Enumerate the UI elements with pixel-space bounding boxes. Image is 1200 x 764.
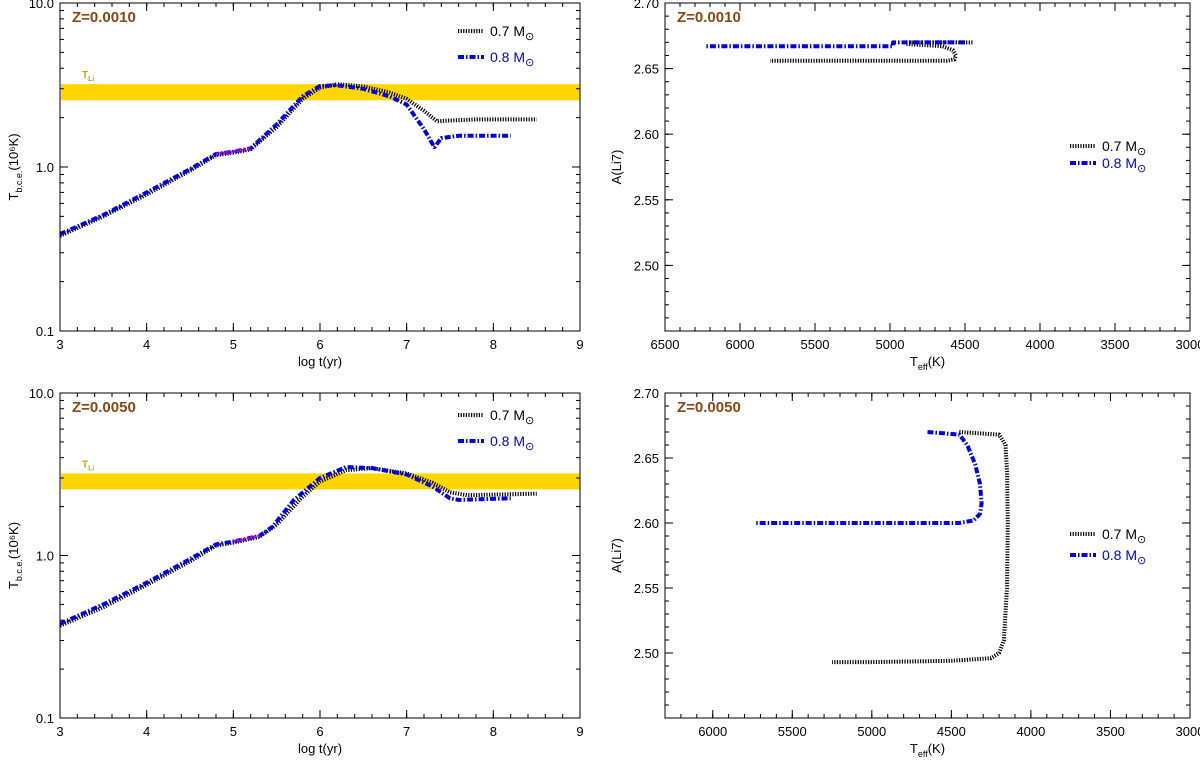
panel-tag: Z=0.0010 [72,9,136,26]
y-tick-label: 2.50 [634,258,659,273]
x-tick-label: 5500 [778,724,807,739]
series-line-08msun [59,465,511,626]
legend-entry: 0.7 M⊙ [490,407,534,427]
panel-tr: 6500 6000 5500 5000 4500 4000 3500 3000 2.50 2.55… [609,0,1200,372]
x-tick-label: 6000 [726,337,755,352]
y-axis-label: A(Li7) [609,150,624,185]
y-tick-label: 2.50 [634,646,659,661]
x-tick-label: 3000 [1176,337,1200,352]
y-tick-label: 10.0 [29,386,54,401]
x-tick-label: 3500 [1096,724,1125,739]
x-tick-label: 3 [56,337,63,352]
x-axis-label: Teff(K) [910,741,945,759]
legend-entry: 0.7 M⊙ [490,23,534,43]
legend-entry: 0.7 M⊙ [1102,526,1146,546]
y-tick-label: 2.55 [634,581,659,596]
magenta-segment [232,534,260,543]
x-tick-label: 3500 [1101,337,1130,352]
series-line-08msun [705,40,965,49]
y-tick-label: 2.60 [634,127,659,142]
x-axis-label: Teff(K) [910,354,945,372]
x-tick-label: 4500 [937,724,966,739]
x-tick-label: 3000 [1176,724,1200,739]
y-tick-label: 1.0 [36,549,54,564]
x-tick-label: 7 [403,337,410,352]
y-tick-label: 0.1 [36,711,54,726]
magenta-segment [215,146,251,156]
x-tick-label: 6 [316,337,323,352]
y-tick-label: 10.0 [29,0,54,11]
x-axis-label: log t(yr) [298,741,342,756]
li-burning-band [61,84,580,101]
x-tick-label: 8 [490,724,497,739]
x-tick-label: 5000 [857,724,886,739]
x-tick-label: 6000 [698,724,727,739]
x-tick-label: 9 [576,724,583,739]
plot-frame [664,392,1191,719]
x-tick-label: 4000 [1016,724,1045,739]
x-tick-label: 4000 [1026,337,1055,352]
panel-tag: Z=0.0050 [72,399,136,416]
panel-tag: Z=0.0050 [677,399,741,416]
panel-bl: TLi 3 4 5 6 7 8 9 0.1 1.0 10.0 log t(yr) Tb.c.e.(10⁶… [6,386,584,756]
x-tick-label: 4 [143,724,150,739]
panel-br: 6000 5500 5000 4500 4000 3500 3000 2.50 2.55 2.60… [609,386,1200,759]
x-tick-label: 6500 [651,337,680,352]
y-tick-label: 0.1 [36,324,54,339]
x-tick-label: 9 [576,337,583,352]
y-tick-label: 2.65 [634,62,659,77]
legend-entry: 0.8 M⊙ [490,433,534,453]
series-line-08msun [755,430,984,525]
x-tick-label: 5500 [801,337,830,352]
legend-entry: 0.8 M⊙ [490,49,534,69]
x-tick-label: 6 [316,724,323,739]
legend-entry: 0.7 M⊙ [1102,138,1146,158]
y-tick-label: 2.55 [634,193,659,208]
legend-entry: 0.8 M⊙ [1102,547,1146,567]
x-tick-label: 8 [490,337,497,352]
y-tick-label: 2.60 [634,516,659,531]
y-tick-label: 2.70 [634,386,659,401]
legend-entry: 0.8 M⊙ [1102,155,1146,175]
band-label: TLi [82,459,94,472]
x-tick-label: 3 [56,724,63,739]
x-tick-label: 4500 [951,337,980,352]
y-axis-label: A(Li7) [609,538,624,573]
x-tick-label: 5 [230,337,237,352]
series-line-07msun [59,466,537,628]
series-line-08msun [59,83,511,236]
series-line-07msun [832,430,1010,665]
x-tick-label: 7 [403,724,410,739]
x-tick-label: 5 [230,724,237,739]
band-label: TLi [82,70,94,83]
panel-tl: TLi 3 4 5 6 7 8 9 0.1 1.0 10.0 log t(yr) Tb.c.e.(10⁶… [6,0,584,369]
panel-tag: Z=0.0010 [677,9,741,26]
x-tick-label: 4 [143,337,150,352]
series-line-07msun [59,82,537,238]
y-tick-label: 2.70 [634,0,659,11]
x-tick-label: 5000 [876,337,905,352]
x-axis-label: log t(yr) [298,354,342,369]
plot-frame [664,2,1191,332]
y-axis-label: Tb.c.e.(10⁶K) [6,133,24,200]
y-tick-label: 2.65 [634,451,659,466]
y-axis-label: Tb.c.e.(10⁶K) [6,522,24,589]
y-tick-label: 1.0 [36,160,54,175]
